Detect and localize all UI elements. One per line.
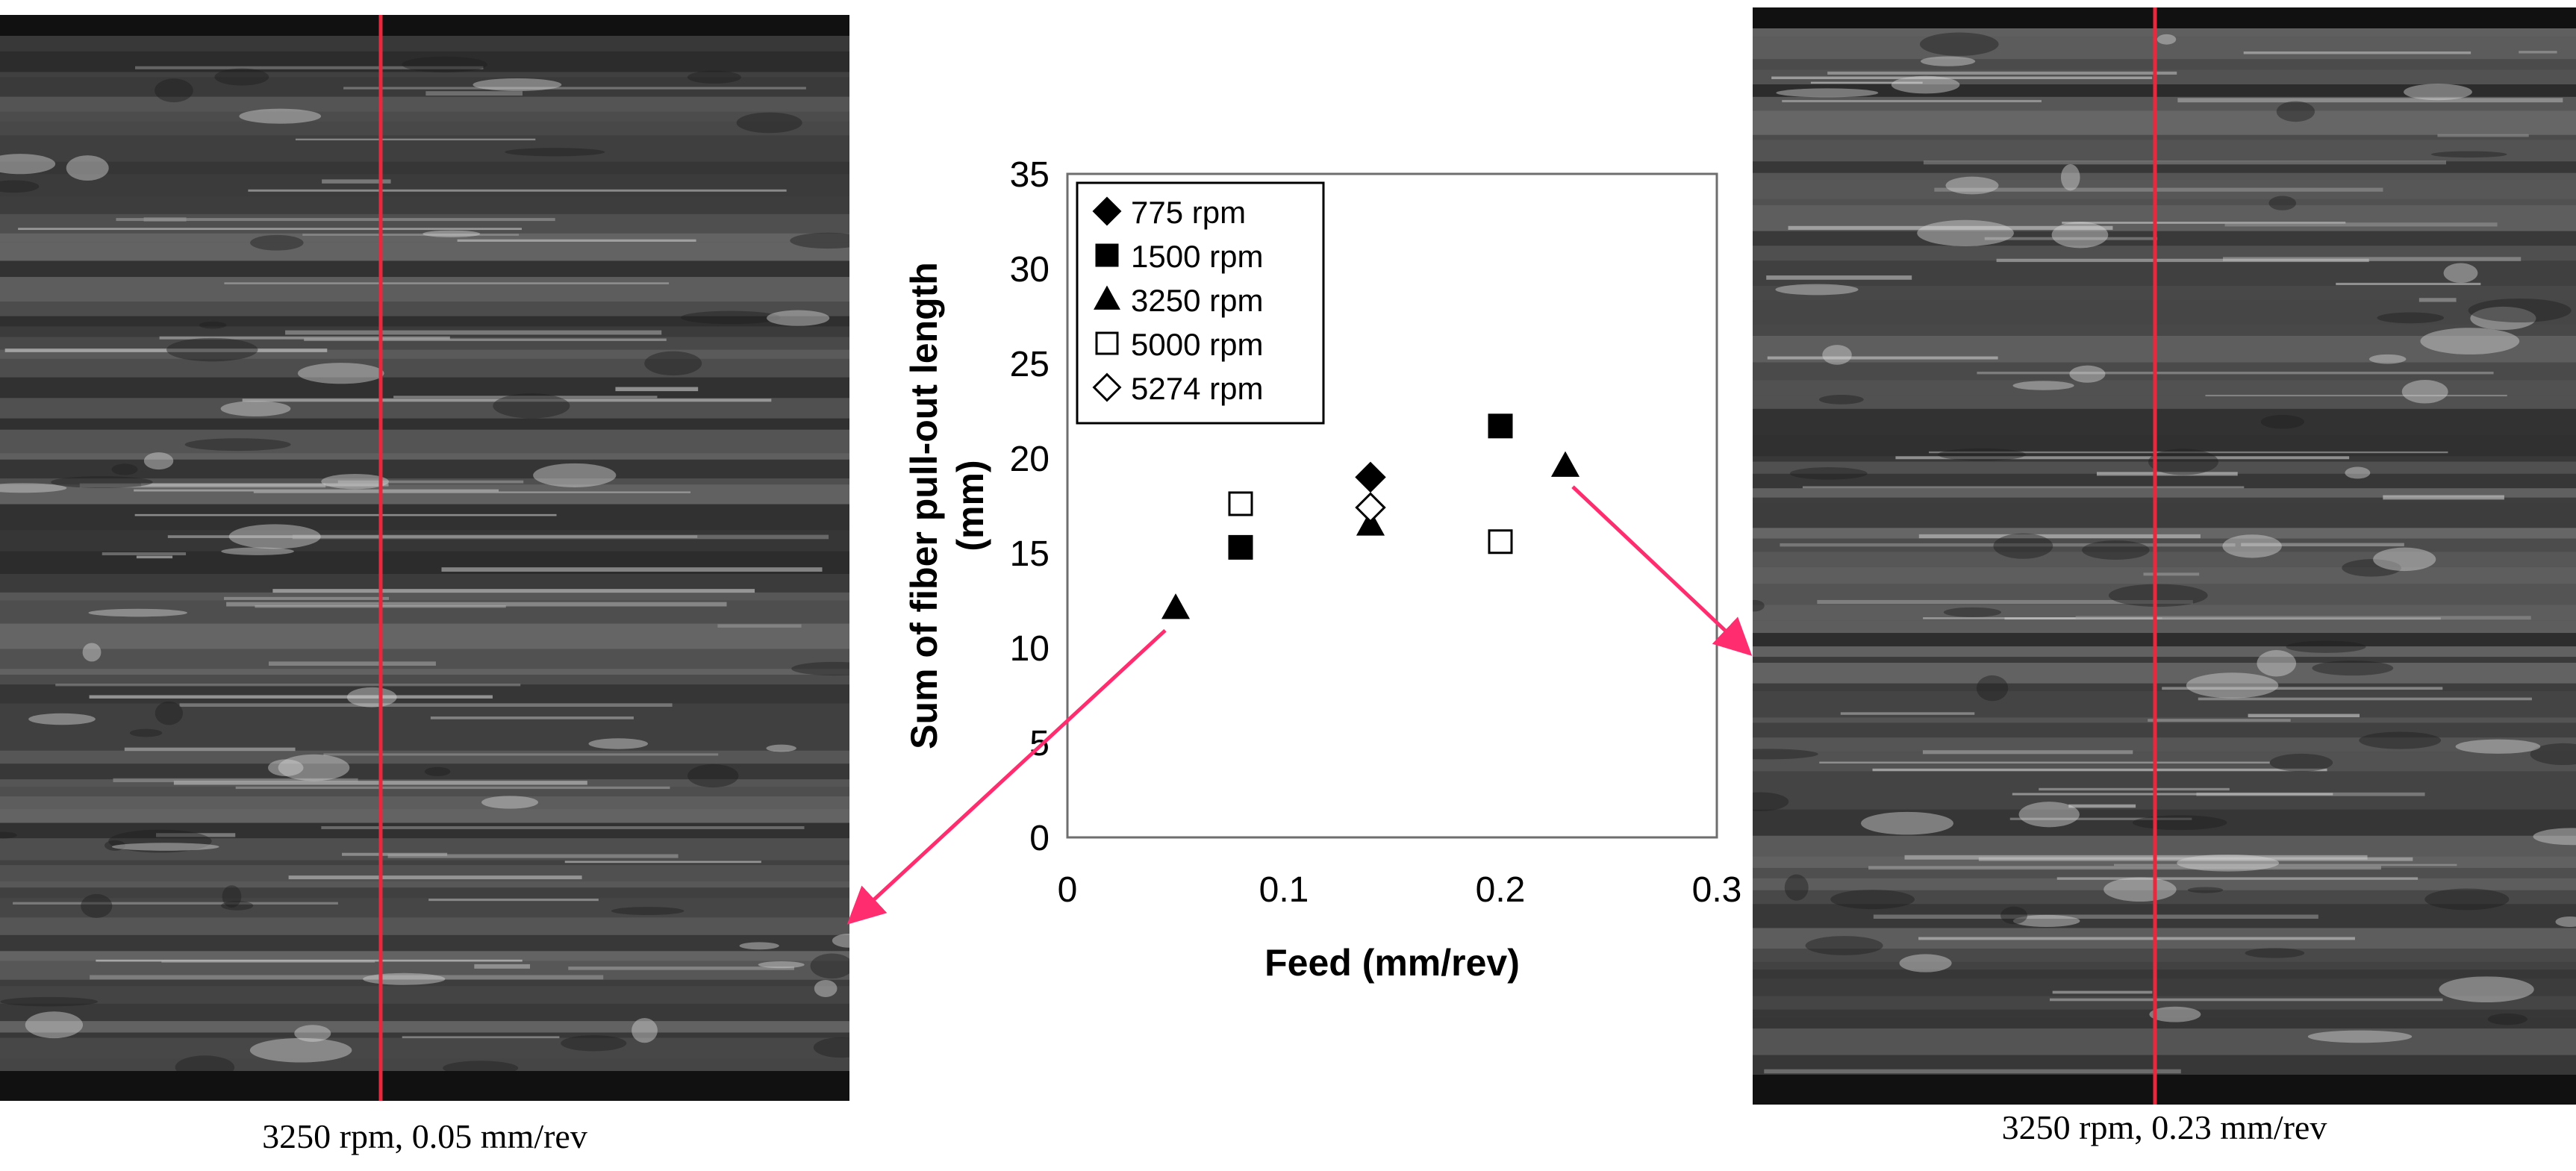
legend-marker xyxy=(1095,331,1119,355)
data-point xyxy=(1161,593,1191,619)
x-tick-label: 0.1 xyxy=(1259,870,1309,910)
x-tick-label: 0 xyxy=(1058,870,1078,910)
data-point xyxy=(1356,510,1385,536)
legend-marker xyxy=(1094,285,1120,310)
data-point xyxy=(1355,461,1386,493)
right-sem-micrograph xyxy=(1753,7,2576,1105)
legend-entry: 5000 rpm xyxy=(1131,327,1263,362)
y-tick-label: 0 xyxy=(1029,819,1050,858)
y-tick-label: 15 xyxy=(1010,534,1050,574)
x-axis-label: Feed (mm/rev) xyxy=(1264,942,1520,984)
data-point xyxy=(1488,529,1513,555)
legend-entry: 775 rpm xyxy=(1131,195,1246,230)
data-point xyxy=(1488,413,1513,439)
y-tick-label: 25 xyxy=(1010,345,1050,384)
left-caption: 3250 rpm, 0.05 mm/rev xyxy=(262,1117,587,1155)
data-point xyxy=(1228,491,1253,516)
legend xyxy=(1076,181,1325,425)
y-tick-label: 30 xyxy=(1010,250,1050,290)
y-axis-label: Sum of fiber pull-out length (mm) xyxy=(903,262,991,749)
legend-marker xyxy=(1092,372,1122,402)
legend-entry: 1500 rpm xyxy=(1131,239,1263,274)
y-tick-label: 10 xyxy=(1010,629,1050,669)
arrow-to-left-micrograph xyxy=(846,628,1167,925)
data-point xyxy=(1355,492,1386,523)
legend-marker xyxy=(1095,243,1119,267)
y-tick-label: 35 xyxy=(1010,155,1050,195)
x-tick-label: 0.3 xyxy=(1692,870,1742,910)
right-caption: 3250 rpm, 0.23 mm/rev xyxy=(2001,1108,2327,1146)
legend-entry: 3250 rpm xyxy=(1131,283,1263,318)
data-point xyxy=(1550,451,1580,477)
legend-entry: 5274 rpm xyxy=(1131,371,1263,406)
data-point xyxy=(1228,534,1253,560)
left-sem-micrograph xyxy=(0,15,849,1101)
legend-marker xyxy=(1092,196,1122,226)
x-tick-label: 0.2 xyxy=(1476,870,1526,910)
arrow-to-right-micrograph xyxy=(1571,485,1753,656)
y-tick-label: 5 xyxy=(1029,724,1050,764)
y-tick-label: 20 xyxy=(1010,440,1050,479)
